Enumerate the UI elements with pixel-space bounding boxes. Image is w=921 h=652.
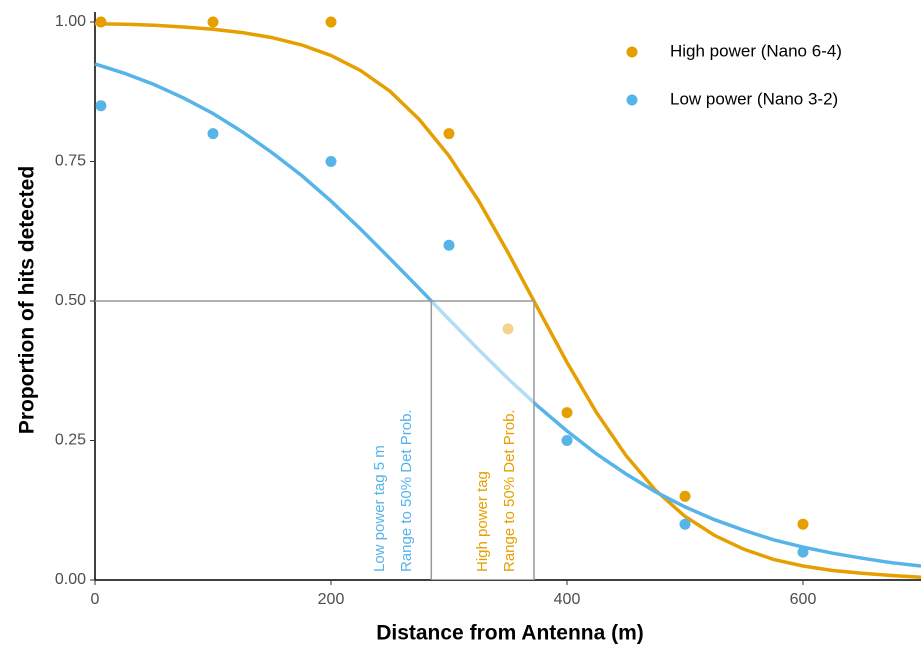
point <box>443 128 455 140</box>
point <box>325 16 337 28</box>
legend-label: High power (Nano 6-4) <box>670 41 842 60</box>
point <box>325 156 337 167</box>
point <box>679 518 691 530</box>
point <box>679 490 691 502</box>
x-tick-label: 400 <box>554 591 581 608</box>
y-tick-label: 0.50 <box>55 292 86 309</box>
x-tick-label: 0 <box>91 591 100 608</box>
legend-marker <box>626 94 638 106</box>
x-tick-label: 600 <box>790 591 817 608</box>
legend-label: Low power (Nano 3-2) <box>670 89 838 108</box>
x-axis-title: Distance from Antenna (m) <box>376 622 644 645</box>
y-tick-label: 0.00 <box>55 571 86 588</box>
point <box>443 239 455 251</box>
point <box>207 16 219 28</box>
highlight-overlay <box>431 301 534 580</box>
y-tick-label: 0.25 <box>55 432 86 449</box>
x-tick-label: 200 <box>318 591 345 608</box>
point <box>797 518 809 530</box>
point <box>797 546 809 558</box>
point <box>95 100 107 112</box>
y-tick-label: 0.75 <box>55 153 86 170</box>
y-tick-label: 1.00 <box>55 13 86 30</box>
annotation: Range to 50% Det Prob. <box>398 409 415 572</box>
point <box>561 435 573 446</box>
point <box>561 407 573 419</box>
annotation: Low power tag 5 m <box>371 445 388 572</box>
fit-curve <box>94 21 921 579</box>
legend-marker <box>626 46 638 58</box>
y-axis-title: Proportion of hits detected <box>16 166 39 434</box>
annotation: Range to 50% Det Prob. <box>501 409 518 572</box>
annotation: High power tag <box>474 471 491 572</box>
point <box>207 128 219 140</box>
point <box>95 16 107 28</box>
